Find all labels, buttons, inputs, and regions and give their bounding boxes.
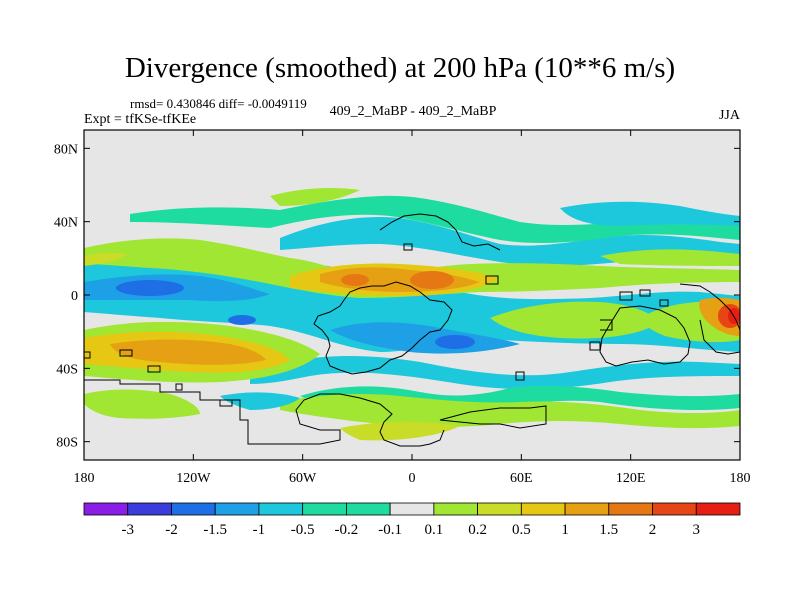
lon-tick-label: 180 <box>730 471 751 486</box>
colorbar-label: -0.5 <box>291 522 315 538</box>
colorbar-box <box>695 502 741 516</box>
lat-tick-label: 80N <box>54 142 78 157</box>
colorbar-box <box>520 502 566 516</box>
coastline-antarctic-rim <box>439 405 547 429</box>
season-label: JJA <box>718 108 740 123</box>
coastline-africa <box>313 281 453 375</box>
field-positive-sw <box>84 389 200 419</box>
field-positive-east-1 <box>490 301 660 339</box>
map-panel <box>83 129 741 461</box>
latitude-axis: 80N 40N 0 40S 80S <box>54 142 78 450</box>
field-cyan-arc-south <box>250 356 740 390</box>
colorbar-label: -0.2 <box>335 522 359 538</box>
coastline-west-landmass <box>84 349 445 447</box>
colorbar-label: 0.2 <box>468 522 487 538</box>
colorbar-label: 1.5 <box>599 522 618 538</box>
colorbar-label: -3 <box>121 522 134 538</box>
colorbar-label: 0.5 <box>512 522 531 538</box>
experiment-label: Expt = tfKSe-tfKEe <box>84 112 197 127</box>
lon-tick-label: 120W <box>176 471 211 486</box>
lon-tick-label: 60W <box>289 471 317 486</box>
field-blue-spot-1 <box>116 280 184 296</box>
lat-tick-label: 40N <box>54 216 78 231</box>
rmsd-diff-stats: rmsd= 0.430846 diff= -0.0049119 <box>130 96 307 111</box>
field-orange-south-core <box>110 339 266 365</box>
lon-tick-label: 0 <box>409 471 416 486</box>
coastline-australia <box>599 305 691 367</box>
field-positive-ne <box>600 249 740 266</box>
colorbar-label: -1.5 <box>203 522 227 538</box>
field-yellow-west <box>84 252 128 266</box>
axis-ticks <box>83 130 741 460</box>
colorbar-label: 1 <box>561 522 569 538</box>
colorbar <box>83 502 741 516</box>
colorbar-box <box>608 502 653 516</box>
colorbar-label: -1 <box>253 522 266 538</box>
field-positive-north <box>84 238 740 298</box>
field-blue-spot-3 <box>228 315 256 325</box>
field-yellow-far-south <box>340 421 460 441</box>
coastlines <box>84 213 740 447</box>
lon-tick-label: 120E <box>616 471 646 486</box>
divergence-field <box>84 188 740 441</box>
field-positive-nw <box>270 188 360 206</box>
longitude-axis: 180 120W 60W 0 60E 120E 180 <box>74 471 751 486</box>
colorbar-label: -0.1 <box>378 522 402 538</box>
colorbar-box <box>477 502 522 516</box>
field-red-north-core <box>410 271 454 289</box>
comparison-label: 409_2_MaBP - 409_2_MaBP <box>329 104 497 119</box>
colorbar-box <box>433 502 479 516</box>
field-blue-core-east <box>330 322 520 354</box>
plot-title: Divergence (smoothed) at 200 hPa (10**6 … <box>124 52 676 84</box>
field-blue-spot-2 <box>435 335 475 349</box>
colorbar-label: -2 <box>165 522 178 538</box>
field-cyan-ne <box>560 201 740 226</box>
coastline-east-edge <box>679 283 740 355</box>
colorbar-box <box>171 502 216 516</box>
field-red-north-core-2 <box>341 274 369 286</box>
lat-tick-label: 0 <box>71 289 78 304</box>
coastline-maritime <box>589 289 669 351</box>
colorbar-box <box>345 502 391 516</box>
colorbar-box <box>127 502 172 516</box>
field-green-north <box>130 195 740 243</box>
colorbar-label: 3 <box>693 522 701 538</box>
colorbar-labels: -3 -2 -1.5 -1 -0.5 -0.2 -0.1 0.1 0.2 0.5 1 1.5 2 3 <box>121 522 700 538</box>
field-positive-far-south <box>280 394 740 429</box>
colorbar-box <box>302 502 347 516</box>
colorbar-box <box>652 502 697 516</box>
colorbar-box <box>83 502 129 516</box>
colorbar-box <box>214 502 260 516</box>
colorbar-box <box>389 502 435 516</box>
colorbar-box <box>258 502 304 516</box>
coastline-asia-north <box>379 213 501 285</box>
lon-tick-label: 180 <box>74 471 95 486</box>
lat-tick-label: 80S <box>56 436 78 451</box>
coastline-small-islands <box>175 371 525 407</box>
lon-tick-label: 60E <box>510 471 533 486</box>
colorbar-box <box>564 502 610 516</box>
colorbar-label: 0.1 <box>424 522 443 538</box>
lat-tick-label: 40S <box>56 362 78 377</box>
colorbar-label: 2 <box>649 522 657 538</box>
